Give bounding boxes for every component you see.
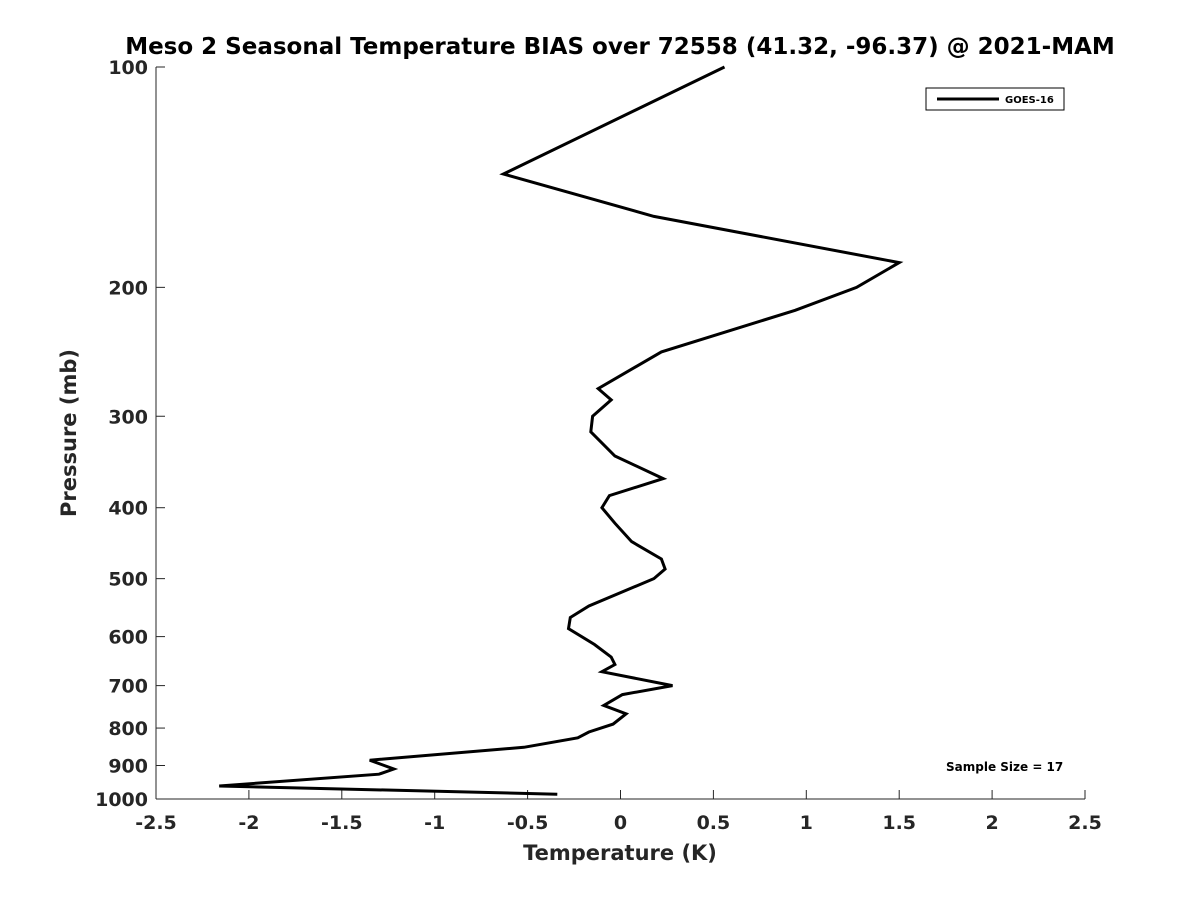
y-tick-label: 800 [108,718,148,740]
x-tick-label: -1 [424,812,445,834]
y-tick-label: 100 [108,57,148,79]
x-ticks: -2.5 -2 -1.5 -1 -0.5 0 0.5 1 1.5 2 2.5 [135,790,1102,834]
x-tick-label: 0.5 [697,812,731,834]
y-tick-label: 300 [108,406,148,428]
y-tick-label: 500 [108,569,148,591]
x-tick-label: 0 [614,812,627,834]
x-tick-label: 1 [800,812,813,834]
y-tick-label: 700 [108,676,148,698]
y-tick-label: 600 [108,627,148,649]
plot-area: -2.5 -2 -1.5 -1 -0.5 0 0.5 1 1.5 2 2.5 100 200 300 40… [95,57,1102,834]
x-tick-label: -1.5 [321,812,363,834]
legend-label: GOES-16 [1005,95,1054,106]
y-tick-label: 900 [108,756,148,778]
series-line-goes-16 [219,65,904,796]
x-axis-label: Temperature (K) [523,841,717,865]
legend: GOES-16 [925,87,1065,111]
chart-title: Meso 2 Seasonal Temperature BIAS over 72… [125,34,1115,60]
sample-size-annotation: Sample Size = 17 [946,760,1063,774]
x-tick-label: 2.5 [1068,812,1102,834]
y-tick-label: 200 [108,277,148,299]
x-tick-label: -0.5 [507,812,549,834]
y-tick-label: 400 [108,498,148,520]
x-tick-label: 2 [985,812,998,834]
x-tick-label: -2.5 [135,812,177,834]
y-axis-label: Pressure (mb) [57,349,81,517]
y-tick-label: 1000 [95,789,148,811]
x-tick-label: 1.5 [882,812,916,834]
y-ticks: 100 200 300 400 500 600 700 800 900 1000 [95,57,165,811]
x-tick-label: -2 [238,812,259,834]
